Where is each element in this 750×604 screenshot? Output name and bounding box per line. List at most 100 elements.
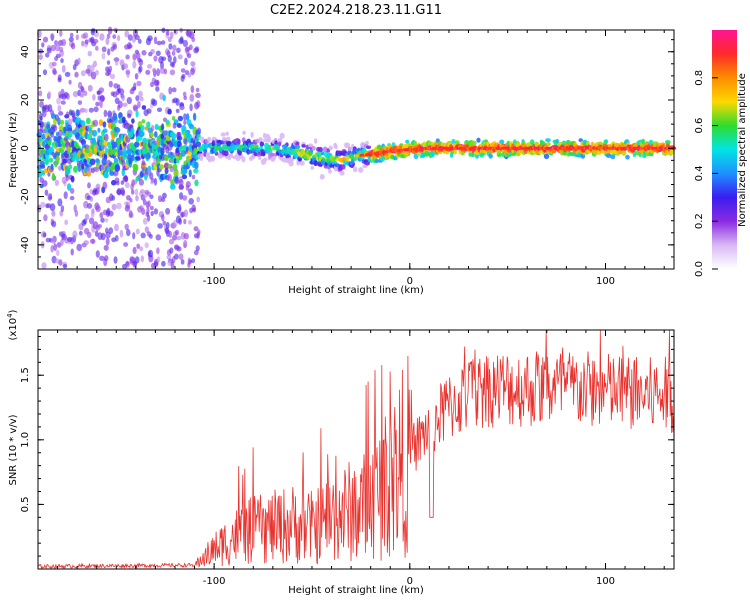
heatmap-cell: [119, 229, 124, 238]
heatmap-cell: [87, 64, 91, 70]
heatmap-cell: [127, 113, 132, 119]
heatmap-cell: [116, 127, 121, 133]
heatmap-cell: [196, 100, 201, 108]
heatmap-cell: [99, 212, 104, 219]
heatmap-cell: [185, 184, 190, 191]
heatmap-cell: [56, 249, 60, 256]
heatmap-cell: [193, 168, 199, 174]
heatmap-cell: [158, 164, 165, 170]
heatmap-cell: [121, 94, 125, 102]
colorbar-tick-label: 0.2: [694, 213, 705, 229]
heatmap-cell: [140, 125, 145, 132]
heatmap-cell: [144, 174, 148, 181]
heatmap-cell: [192, 207, 196, 213]
y-tick-label: 0.5: [20, 496, 31, 512]
heatmap-cell: [177, 115, 184, 122]
heatmap-cell: [95, 183, 101, 190]
heatmap-cell: [156, 256, 161, 263]
heatmap-cell: [188, 188, 193, 196]
heatmap-cell: [41, 133, 46, 140]
heatmap-cell: [641, 138, 646, 145]
spectrogram-xlabel: Height of straight line (km): [288, 285, 424, 296]
heatmap-cell: [107, 110, 113, 118]
heatmap-cell: [84, 152, 89, 160]
heatmap-cell: [193, 226, 199, 232]
heatmap-cell: [294, 153, 299, 159]
heatmap-cell: [144, 226, 150, 234]
heatmap-cell: [95, 101, 100, 107]
heatmap-cell: [50, 245, 54, 253]
snr-xlabel: Height of straight line (km): [288, 585, 424, 596]
heatmap-cell: [171, 87, 177, 93]
heatmap-cell: [365, 145, 372, 150]
heatmap-cell: [179, 105, 185, 111]
heatmap-cell: [301, 144, 306, 148]
heatmap-cell: [166, 254, 172, 260]
heatmap-cell: [238, 150, 242, 156]
heatmap-cell: [160, 61, 164, 70]
heatmap-cell: [103, 171, 109, 178]
heatmap-cell: [128, 44, 133, 49]
heatmap-cell: [555, 138, 559, 144]
heatmap-cell: [422, 141, 427, 147]
heatmap-cell: [545, 138, 551, 143]
heatmap-cell: [149, 234, 153, 239]
heatmap-cell: [65, 168, 71, 175]
heatmap-cell: [171, 132, 177, 140]
heatmap-cell: [94, 69, 99, 76]
heatmap-cell: [64, 219, 69, 226]
heatmap-cell: [114, 235, 119, 242]
heatmap-cell: [610, 154, 616, 160]
heatmap-cell: [345, 142, 351, 149]
heatmap-cell: [165, 29, 170, 36]
heatmap-cell: [152, 67, 157, 73]
heatmap-cell: [68, 164, 73, 170]
heatmap-cell: [139, 246, 144, 252]
heatmap-cell: [42, 180, 48, 187]
heatmap-cell: [103, 109, 108, 118]
heatmap-cell: [124, 204, 131, 212]
heatmap-cell: [48, 157, 54, 163]
heatmap-cell: [181, 73, 186, 79]
heatmap-cell: [453, 148, 457, 155]
heatmap-cell: [113, 256, 118, 264]
heatmap-cell: [171, 62, 175, 68]
snr-scale-label: (x104): [6, 309, 19, 340]
heatmap-cell: [190, 85, 195, 93]
heatmap-cell: [319, 174, 325, 180]
heatmap-cell: [86, 203, 93, 209]
y-tick-label: -40: [20, 237, 31, 253]
heatmap-cell: [148, 249, 154, 258]
heatmap-cell: [183, 218, 187, 225]
heatmap-cell: [223, 150, 229, 157]
heatmap-cell: [268, 145, 272, 150]
heatmap-cell: [82, 32, 89, 39]
spectrogram-ylabel: Frequency (Hz): [8, 112, 19, 188]
heatmap-cell: [70, 175, 75, 183]
heatmap-cell: [99, 33, 105, 41]
heatmap-cell: [164, 155, 169, 162]
heatmap-cell: [63, 191, 68, 200]
heatmap-cell: [179, 192, 184, 200]
heatmap-cell: [258, 137, 263, 142]
heatmap-cell: [413, 140, 418, 147]
heatmap-cell: [159, 67, 165, 75]
heatmap-cell: [464, 140, 469, 146]
heatmap-cell: [73, 165, 78, 173]
heatmap-cell: [132, 246, 137, 255]
heatmap-cell: [150, 124, 155, 132]
heatmap-cell: [72, 156, 76, 162]
heatmap-cell: [540, 141, 546, 146]
snr-frame: [37, 329, 675, 570]
heatmap-cell: [168, 86, 173, 95]
heatmap-cell: [100, 217, 105, 223]
heatmap-cell: [156, 40, 162, 46]
heatmap-cell: [130, 154, 135, 162]
heatmap-cell: [81, 40, 85, 47]
heatmap-cell: [112, 112, 118, 121]
heatmap-cell: [60, 119, 65, 126]
heatmap-cell: [178, 179, 184, 186]
heatmap-cell: [95, 45, 99, 51]
heatmap-cell: [328, 169, 332, 174]
heatmap-cell: [449, 152, 454, 159]
